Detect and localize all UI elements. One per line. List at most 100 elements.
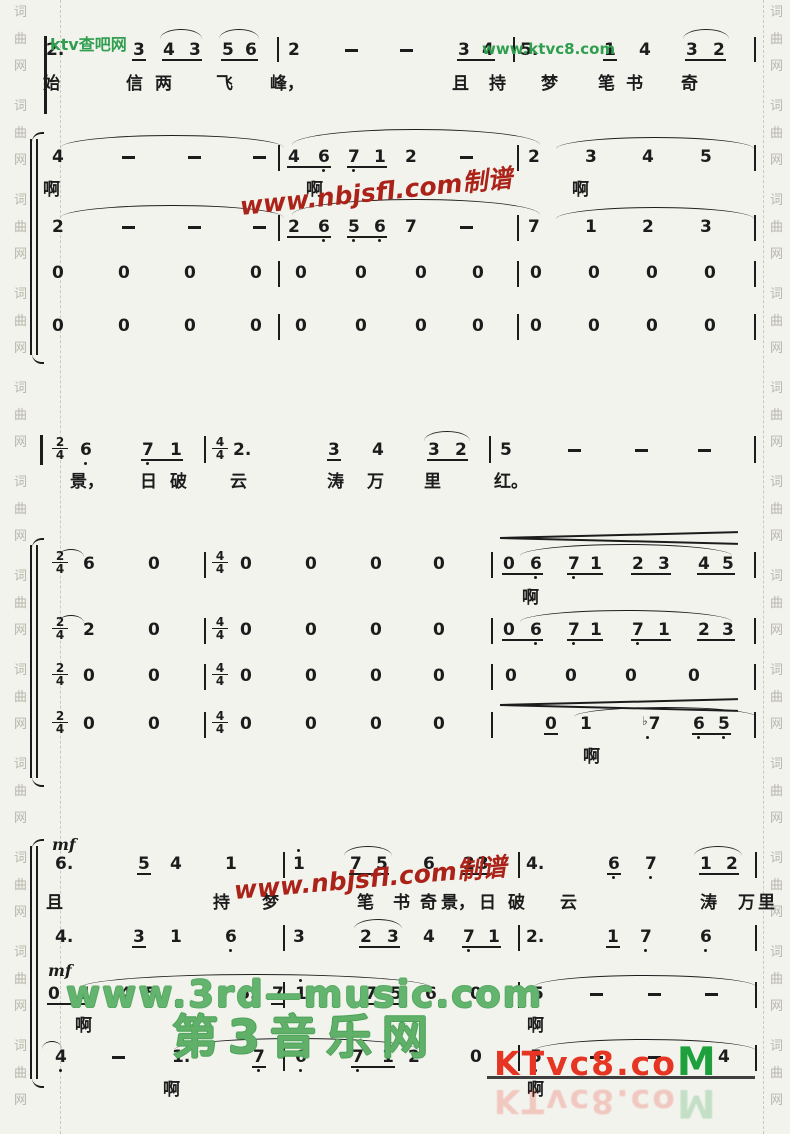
slur-arc — [694, 846, 742, 856]
note-dash — [122, 226, 135, 229]
note: 6 — [244, 40, 258, 61]
rest-note: 0 — [530, 263, 542, 283]
barline — [754, 145, 756, 171]
rest-note: 0 — [295, 316, 307, 336]
note: 4 — [55, 1047, 67, 1073]
margin-text-left: 曲 — [14, 126, 28, 141]
note: 2 — [631, 554, 671, 575]
margin-text-left: 曲 — [14, 690, 28, 705]
margin-text-right: 曲 — [770, 502, 784, 517]
lyric: 万 — [738, 893, 755, 913]
rest-note: 0 — [47, 984, 93, 1005]
lyric: 啊 — [163, 1080, 180, 1100]
note-dash — [188, 226, 201, 229]
margin-text-left: 词 — [14, 1039, 28, 1054]
barline — [204, 712, 206, 738]
margin-divider-left — [60, 0, 61, 1134]
note-dash — [635, 449, 648, 452]
margin-text-left: 曲 — [14, 502, 28, 517]
lyric: 啊 — [75, 1016, 92, 1036]
note: 2 — [359, 927, 400, 948]
rest-note: 0 — [184, 316, 196, 336]
margin-text-right: 词 — [770, 99, 784, 114]
lyric: 且 — [46, 893, 63, 913]
lyric: 景， — [70, 472, 104, 492]
slur-arc — [80, 974, 432, 988]
lyric: 梦 — [262, 893, 279, 913]
barline — [754, 314, 756, 340]
note-dash — [698, 449, 711, 452]
note: 3 — [700, 217, 712, 237]
note: 7 — [405, 217, 417, 237]
margin-text-right: 曲 — [770, 314, 784, 329]
system-brace — [36, 139, 38, 355]
note: 3 — [386, 927, 400, 948]
note: 5 — [389, 984, 403, 1005]
slur-arc — [292, 129, 540, 145]
note: 6 — [425, 984, 437, 1004]
note: 1 — [373, 147, 387, 168]
rest-note: 0 — [148, 714, 160, 734]
slur-arc — [520, 610, 732, 622]
note: 6 — [83, 554, 95, 574]
note: 3 — [685, 40, 726, 61]
rest-note: 0 — [240, 620, 252, 640]
note: 6. — [238, 984, 257, 1004]
margin-text-left: 网 — [14, 153, 28, 168]
barline — [278, 215, 280, 241]
rest-note: 0 — [295, 263, 307, 283]
barline — [283, 925, 285, 951]
note: 7 — [349, 854, 389, 875]
note-dash — [568, 449, 581, 452]
note-dash — [400, 49, 413, 52]
note-dash — [648, 1056, 661, 1059]
margin-text-right: 网 — [770, 999, 784, 1014]
rest-note: 0 — [472, 263, 484, 283]
rest-note: 0 — [148, 620, 160, 640]
note: 3 — [657, 554, 671, 575]
margin-text-left: 词 — [14, 851, 28, 866]
rest-note: 0 — [704, 263, 716, 283]
note: 5 — [145, 984, 157, 1004]
barline — [278, 261, 280, 287]
note-dash — [188, 156, 201, 159]
note: 2 — [454, 440, 468, 461]
margin-text-right: 词 — [770, 287, 784, 302]
note: 4 — [162, 40, 202, 61]
rest-note: 0 — [472, 316, 484, 336]
margin-text-right: 曲 — [770, 220, 784, 235]
rest-note: 0 — [184, 263, 196, 283]
rest-note: 0 — [704, 316, 716, 336]
lyric: 始 — [43, 74, 60, 94]
margin-text-right: 曲 — [770, 408, 784, 423]
margin-text-right: 网 — [770, 247, 784, 262]
note: 1 — [170, 927, 182, 947]
lyric: 奇 — [681, 74, 698, 94]
rest-note: 0 — [470, 1047, 482, 1067]
note: 4 — [170, 854, 182, 874]
note: 7 — [567, 554, 603, 580]
slur-arc — [424, 431, 470, 441]
rest-note: 0 — [588, 316, 600, 336]
note: 6 — [529, 554, 543, 580]
margin-text-left: 网 — [14, 1093, 28, 1108]
note: 7 — [364, 984, 403, 1005]
margin-text-right: 词 — [770, 475, 784, 490]
slur-arc — [58, 549, 84, 557]
note: 4 — [372, 440, 384, 460]
logo-ktvc8: KTvc8.coM — [494, 1080, 718, 1125]
rest-note: 0 — [688, 666, 700, 686]
note-dash — [460, 226, 473, 229]
barline — [491, 712, 493, 738]
crescendo-hairpin — [499, 531, 738, 545]
note: 4 — [639, 40, 651, 60]
note: 3 — [293, 927, 305, 947]
rest-note: 0 — [415, 316, 427, 336]
rest-note: 0 — [250, 263, 262, 283]
rest-note: 0 — [565, 666, 577, 686]
margin-text-right: 网 — [770, 623, 784, 638]
margin-text-left: 曲 — [14, 220, 28, 235]
barline — [489, 436, 491, 463]
system-brace — [30, 139, 32, 355]
